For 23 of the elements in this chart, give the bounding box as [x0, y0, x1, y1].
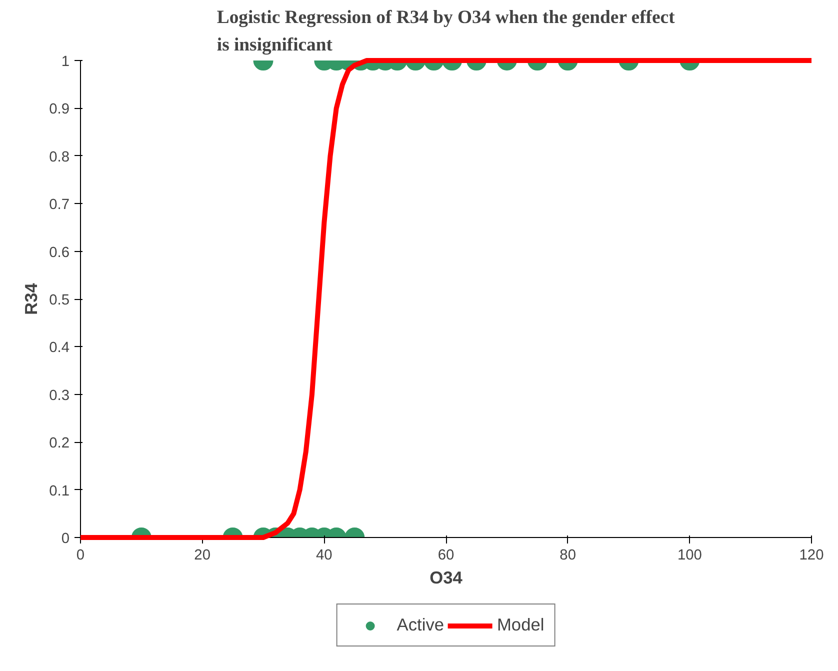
chart-title: Logistic Regression of R34 by O34 when the gender effect is insignificant	[216, 7, 676, 56]
y-tick-label: 0.5	[49, 292, 70, 308]
x-tick-label: 100	[677, 548, 702, 564]
y-tick-label: 0.2	[49, 436, 70, 452]
x-tick-label: 20	[194, 548, 210, 564]
x-tick-label: 80	[560, 548, 576, 564]
y-tick-label: 0	[61, 531, 70, 547]
x-axis-title: O34	[430, 568, 463, 588]
y-tick-label: 0.7	[49, 197, 70, 214]
y-tick-label: 0.6	[49, 244, 70, 261]
x-tick-label: 0	[76, 548, 85, 564]
y-tick-label: 0.4	[49, 340, 70, 356]
x-tick-label: 40	[316, 548, 332, 564]
y-tick-label: 0.9	[49, 102, 70, 118]
legend-label: Model	[496, 614, 544, 636]
legend-label: Active	[396, 614, 444, 636]
y-tick-label: 1	[61, 54, 70, 70]
y-tick-label: 0.3	[49, 388, 70, 404]
y-axis-title: R34	[21, 282, 42, 315]
y-tick-label: 0.8	[49, 149, 70, 166]
y-tick-label: 0.1	[49, 483, 70, 500]
x-tick-label: 120	[799, 548, 824, 564]
x-tick-label: 60	[438, 548, 454, 564]
